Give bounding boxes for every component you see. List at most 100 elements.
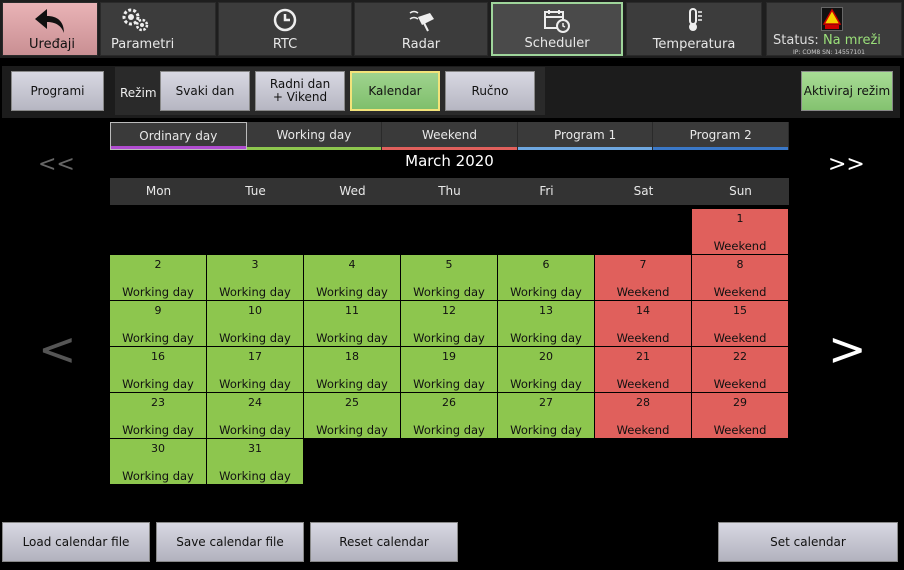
calendar-day-cell[interactable]: 7 Weekend — [595, 255, 691, 300]
day-type: Working day — [219, 469, 291, 483]
load-calendar-button[interactable]: Load calendar file — [2, 522, 150, 562]
calendar-day-cell[interactable]: 3 Working day — [207, 255, 303, 300]
nav-radar-button[interactable]: Radar — [354, 2, 488, 56]
day-type: Working day — [413, 285, 485, 299]
mode-kalendar-button[interactable]: Kalendar — [350, 71, 440, 111]
day-type: Working day — [122, 285, 194, 299]
day-number: 21 — [636, 350, 650, 363]
day-type: Working day — [413, 331, 485, 345]
calendar-day-cell[interactable]: 13 Working day — [498, 301, 594, 346]
day-number: 31 — [248, 442, 262, 455]
calendar-day-cell[interactable]: 24 Working day — [207, 393, 303, 438]
aktiviraj-rezim-button[interactable]: Aktiviraj režim — [801, 71, 893, 111]
programi-button[interactable]: Programi — [11, 71, 104, 111]
mode-radni-dan-vikend-button[interactable]: Radni dan + Vikend — [255, 71, 345, 111]
mode-rucno-button[interactable]: Ručno — [445, 71, 535, 111]
nav-rtc-button[interactable]: RTC — [218, 2, 352, 56]
legend-item[interactable]: Program 2 — [653, 122, 789, 150]
calendar-day-cell[interactable]: 9 Working day — [110, 301, 206, 346]
day-number: 10 — [248, 304, 262, 317]
nav-radar-label: Radar — [401, 37, 441, 52]
calendar-day-cell[interactable]: 1 Weekend — [692, 209, 788, 254]
nav-uredjaji-button[interactable]: Uređaji — [2, 2, 98, 56]
day-number: 18 — [345, 350, 359, 363]
day-type: Working day — [122, 469, 194, 483]
set-calendar-button[interactable]: Set calendar — [718, 522, 898, 562]
calendar-day-cell[interactable]: 26 Working day — [401, 393, 497, 438]
calendar-day-cell[interactable]: 8 Weekend — [692, 255, 788, 300]
calendar-day-cell[interactable]: 11 Working day — [304, 301, 400, 346]
day-number: 13 — [539, 304, 553, 317]
calendar-day-cell[interactable]: 30 Working day — [110, 439, 206, 484]
weekday-label: Fri — [539, 184, 554, 198]
legend-item[interactable]: Weekend — [382, 122, 518, 150]
day-type: Working day — [510, 285, 582, 299]
calendar-day-cell[interactable]: 23 Working day — [110, 393, 206, 438]
day-type: Weekend — [713, 377, 767, 391]
calendar-day-cell[interactable]: 22 Weekend — [692, 347, 788, 392]
legend-item[interactable]: Working day — [246, 122, 383, 150]
calendar-day-cell[interactable]: 18 Working day — [304, 347, 400, 392]
calendar-day-cell[interactable]: 6 Working day — [498, 255, 594, 300]
calendar-day-cell[interactable]: 15 Weekend — [692, 301, 788, 346]
day-type: Working day — [122, 423, 194, 437]
legend-item[interactable]: Ordinary day — [110, 122, 247, 150]
calendar-day-cell[interactable]: 16 Working day — [110, 347, 206, 392]
day-number: 11 — [345, 304, 359, 317]
calendar-day-cell[interactable]: 20 Working day — [498, 347, 594, 392]
calendar-day-cell[interactable]: 4 Working day — [304, 255, 400, 300]
calendar-grid: 1 Weekend 2 Working day 3 Working day 4 Working… — [110, 209, 789, 485]
warning-icon — [821, 7, 843, 31]
weekday-label: Sun — [729, 184, 752, 198]
prev-year-button[interactable]: << — [38, 152, 75, 177]
calendar-day-cell[interactable]: 14 Weekend — [595, 301, 691, 346]
calendar-day-cell[interactable]: 12 Working day — [401, 301, 497, 346]
next-month-button[interactable]: > — [828, 322, 867, 376]
nav-rtc-label: RTC — [272, 37, 298, 52]
day-type: Working day — [316, 377, 388, 391]
calendar-day-cell[interactable]: 17 Working day — [207, 347, 303, 392]
radar-icon — [355, 7, 487, 33]
day-number: 27 — [539, 396, 553, 409]
nav-scheduler-button[interactable]: Scheduler — [491, 2, 623, 56]
day-type: Working day — [316, 285, 388, 299]
legend-item[interactable]: Program 1 — [517, 122, 654, 150]
thermometer-icon — [627, 7, 761, 33]
calendar-day-cell[interactable]: 27 Working day — [498, 393, 594, 438]
prev-month-button[interactable]: < — [38, 322, 77, 376]
clock-icon — [219, 7, 351, 33]
nav-temperatura-label: Temperatura — [652, 37, 736, 52]
status-text: Status: Na mreži — [773, 33, 881, 48]
legend-color-bar — [517, 147, 653, 150]
calendar-day-cell[interactable]: 5 Working day — [401, 255, 497, 300]
calendar-day-cell[interactable]: 10 Working day — [207, 301, 303, 346]
gears-icon — [101, 7, 215, 33]
calendar-day-cell[interactable]: 19 Working day — [401, 347, 497, 392]
day-number: 1 — [736, 212, 744, 225]
calendar-day-cell[interactable]: 31 Working day — [207, 439, 303, 484]
rezim-label: Režim — [120, 86, 157, 100]
day-number: 30 — [151, 442, 165, 455]
save-calendar-button[interactable]: Save calendar file — [156, 522, 304, 562]
nav-parametri-label: Parametri — [111, 37, 175, 52]
day-number: 15 — [733, 304, 747, 317]
nav-temperatura-button[interactable]: Temperatura — [626, 2, 762, 56]
status-value: Na mreži — [822, 33, 881, 48]
calendar-day-cell[interactable]: 29 Weekend — [692, 393, 788, 438]
day-type: Working day — [219, 331, 291, 345]
day-type: Working day — [510, 377, 582, 391]
nav-parametri-button[interactable]: Parametri — [100, 2, 216, 56]
legend-color-bar — [653, 147, 788, 150]
reset-calendar-button[interactable]: Reset calendar — [310, 522, 458, 562]
calendar-day-cell[interactable]: 28 Weekend — [595, 393, 691, 438]
calendar-day-cell[interactable]: 2 Working day — [110, 255, 206, 300]
day-number: 25 — [345, 396, 359, 409]
calendar-day-cell[interactable]: 21 Weekend — [595, 347, 691, 392]
day-number: 24 — [248, 396, 262, 409]
mode-svaki-dan-button[interactable]: Svaki dan — [160, 71, 250, 111]
next-year-button[interactable]: >> — [828, 152, 865, 177]
back-arrow-icon — [3, 7, 97, 33]
day-type: Weekend — [616, 423, 670, 437]
weekday-header: Mon Tue Wed Thu Fri Sat Sun — [110, 178, 789, 205]
calendar-day-cell[interactable]: 25 Working day — [304, 393, 400, 438]
